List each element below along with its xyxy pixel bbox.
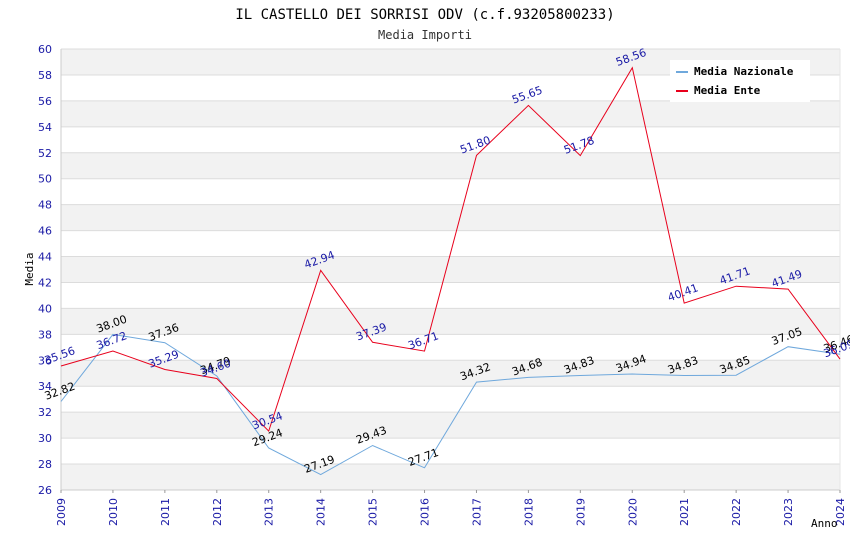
x-tick-label-2016: 2016 — [419, 498, 432, 526]
y-tick-label-44: 44 — [38, 251, 52, 264]
grid-band — [61, 152, 840, 179]
grid-band — [61, 100, 840, 127]
y-tick-label-50: 50 — [38, 173, 52, 186]
x-tick-label-2017: 2017 — [470, 498, 483, 526]
y-tick-label-60: 60 — [38, 43, 52, 56]
x-axis-label: Anno — [811, 517, 838, 530]
legend-label-media-ente: Media Ente — [694, 84, 761, 97]
y-tick-label-48: 48 — [38, 199, 52, 212]
y-tick-label-28: 28 — [38, 458, 52, 471]
series-lines — [60, 66, 841, 476]
chart-subtitle: Media Importi — [378, 28, 472, 42]
grid-band — [61, 256, 840, 283]
grid-band — [61, 360, 840, 387]
axes — [60, 49, 841, 491]
x-tick-label-2013: 2013 — [263, 498, 276, 526]
grid-band — [61, 204, 840, 231]
legend-box — [670, 60, 810, 102]
legend-label-media-nazionale: Media Nazionale — [694, 65, 794, 78]
x-tick-label-2012: 2012 — [211, 498, 224, 526]
y-axis-ticks: 26 28 30 32 34 36 38 40 42 44 46 48 50 52 54 56 58 60 — [38, 43, 52, 497]
y-tick-label-52: 52 — [38, 147, 52, 160]
chart-title: IL CASTELLO DEI SORRISI ODV (c.f.9320580… — [235, 7, 614, 23]
x-tick-label-2015: 2015 — [367, 498, 380, 526]
grid-band — [61, 464, 840, 490]
y-tick-label-58: 58 — [38, 69, 52, 82]
y-axis-label: Media — [23, 252, 36, 285]
legend: Media Nazionale Media Ente — [670, 60, 810, 102]
grid-band — [61, 308, 840, 335]
y-tick-label-32: 32 — [38, 406, 52, 419]
y-tick-label-40: 40 — [38, 302, 52, 315]
y-tick-label-36: 36 — [38, 354, 52, 367]
x-axis-ticks: 2009 2010 2011 2012 2013 2014 2015 2016 2017 2018… — [55, 490, 847, 526]
x-tick-label-2011: 2011 — [159, 498, 172, 526]
y-tick-label-56: 56 — [38, 95, 52, 108]
x-tick-label-2024: 2024 — [834, 498, 847, 526]
y-tick-label-30: 30 — [38, 432, 52, 445]
y-tick-label-38: 38 — [38, 328, 52, 341]
y-tick-label-34: 34 — [38, 380, 52, 393]
x-tick-label-2021: 2021 — [678, 498, 691, 526]
x-tick-label-2014: 2014 — [315, 498, 328, 526]
grid-bands — [61, 49, 840, 490]
y-tick-label-26: 26 — [38, 484, 52, 497]
y-tick-label-54: 54 — [38, 121, 52, 134]
y-tick-label-42: 42 — [38, 276, 52, 289]
x-tick-label-2019: 2019 — [574, 498, 587, 526]
x-tick-label-2010: 2010 — [107, 498, 120, 526]
series-line-media-ente — [60, 66, 841, 433]
y-tick-label-46: 46 — [38, 225, 52, 238]
x-tick-label-2009: 2009 — [55, 498, 68, 526]
x-tick-label-2022: 2022 — [730, 498, 743, 526]
x-tick-label-2023: 2023 — [782, 498, 795, 526]
x-tick-label-2018: 2018 — [522, 498, 535, 526]
series-line-media-nazionale — [60, 333, 841, 476]
x-tick-label-2020: 2020 — [626, 498, 639, 526]
data-label-media-ente-2021: 40.41 — [666, 281, 700, 304]
grid-lines — [61, 48, 840, 491]
